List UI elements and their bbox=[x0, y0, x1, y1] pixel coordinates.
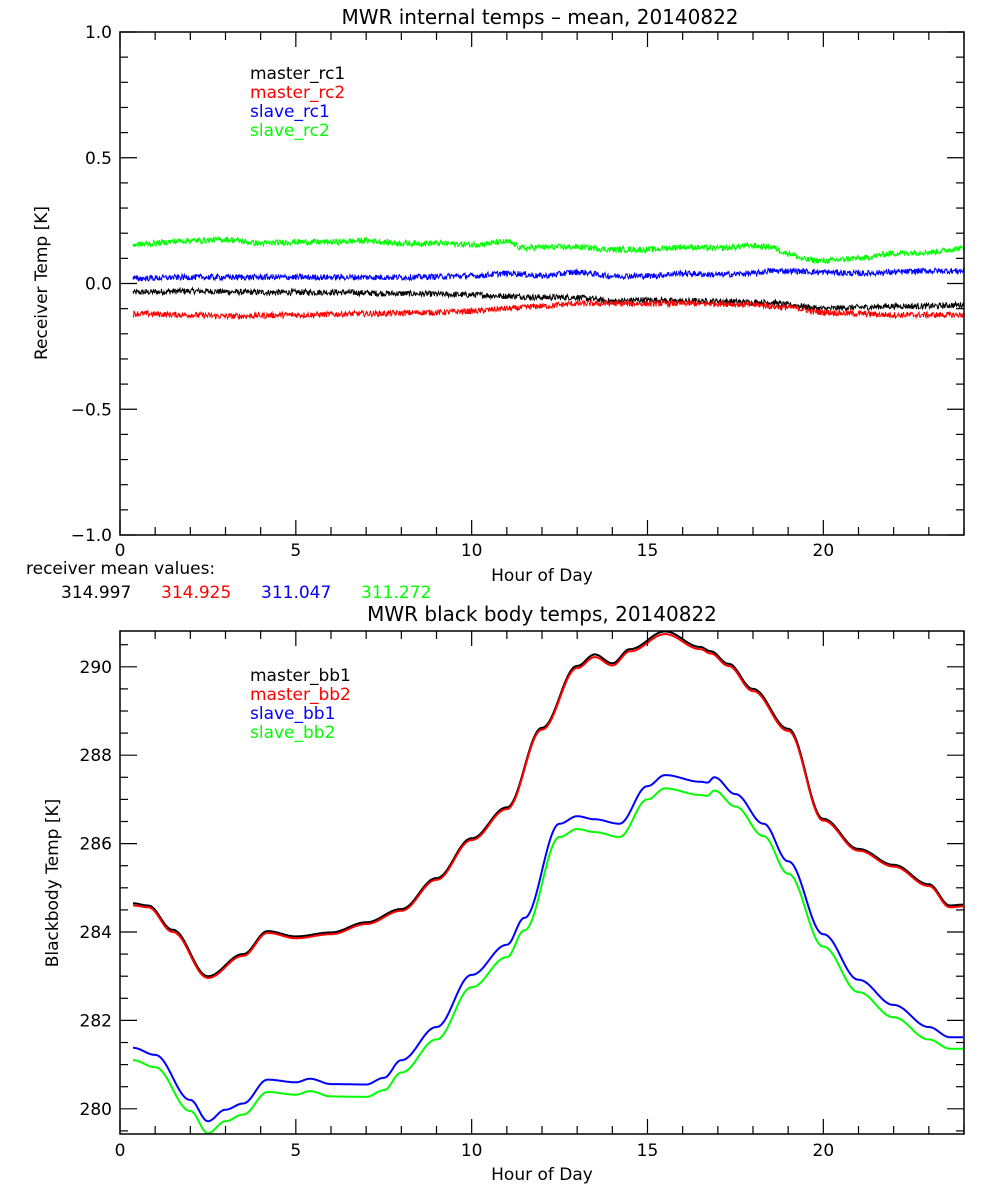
y-tick-label: −0.5 bbox=[71, 400, 112, 420]
series-line-master_rc1 bbox=[132, 286, 964, 313]
legend-entry-master_rc1: master_rc1 bbox=[250, 64, 345, 84]
x-tick-label: 0 bbox=[115, 541, 126, 561]
y-tick-label: 1.0 bbox=[85, 23, 112, 43]
y-tick-label: 0.0 bbox=[85, 275, 112, 295]
receiver-temp-chart: MWR internal temps – mean, 20140822 0 5 10… bbox=[26, 5, 965, 603]
y-axis-label: Blackbody Temp [K] bbox=[43, 799, 63, 968]
series-line-slave_bb1 bbox=[133, 774, 963, 1123]
x-axis-label: Hour of Day bbox=[491, 566, 593, 586]
series-line-slave_rc2 bbox=[132, 236, 964, 265]
mean-value: 314.997 bbox=[61, 583, 131, 603]
legend-entry-master_bb2: master_bb2 bbox=[250, 685, 351, 705]
series-line-master_rc2 bbox=[132, 298, 964, 321]
series-line-slave_rc1 bbox=[132, 266, 964, 282]
legend-entry-master_bb1: master_bb1 bbox=[250, 666, 351, 686]
y-tick-label: 290 bbox=[80, 658, 112, 678]
x-tick-label: 5 bbox=[290, 1141, 301, 1161]
annotation-label: receiver mean values: bbox=[26, 559, 215, 579]
x-tick-label: 10 bbox=[461, 1141, 483, 1161]
y-tick-labels: −1.0 −0.5 0.0 0.5 1.0 bbox=[71, 23, 112, 546]
y-tick-label: 286 bbox=[80, 835, 112, 855]
y-tick-label: 280 bbox=[80, 1100, 112, 1120]
plot-frame bbox=[119, 31, 965, 536]
x-tick-label: 15 bbox=[637, 541, 659, 561]
axis-ticks bbox=[119, 631, 965, 1134]
y-tick-labels: 280 282 284 286 288 290 bbox=[80, 658, 112, 1120]
series-group bbox=[133, 631, 963, 1134]
y-tick-label: 0.5 bbox=[85, 149, 112, 169]
legend-entry-slave_bb1: slave_bb1 bbox=[250, 704, 335, 724]
annotation-values: 314.997 314.925 311.047 311.272 bbox=[61, 583, 431, 603]
series-line-master_bb2 bbox=[133, 633, 963, 980]
mean-value: 311.047 bbox=[261, 583, 331, 603]
x-tick-label: 20 bbox=[813, 1141, 835, 1161]
legend-entry-slave_bb2: slave_bb2 bbox=[250, 723, 335, 743]
mean-value: 314.925 bbox=[161, 583, 231, 603]
legend-entry-slave_rc1: slave_rc1 bbox=[250, 102, 330, 122]
y-tick-label: 282 bbox=[80, 1011, 112, 1031]
x-tick-label: 20 bbox=[813, 541, 835, 561]
series-line-slave_bb2 bbox=[133, 787, 963, 1134]
chart-title: MWR internal temps – mean, 20140822 bbox=[341, 5, 738, 29]
y-tick-label: 284 bbox=[80, 923, 112, 943]
y-tick-label: 288 bbox=[80, 746, 112, 766]
x-tick-labels: 0 5 10 15 20 bbox=[115, 1141, 835, 1161]
legend-entry-master_rc2: master_rc2 bbox=[250, 83, 345, 103]
x-tick-label: 5 bbox=[290, 541, 301, 561]
x-tick-labels: 0 5 10 15 20 bbox=[115, 541, 835, 561]
x-tick-label: 10 bbox=[461, 541, 483, 561]
x-tick-label: 15 bbox=[637, 1141, 659, 1161]
y-axis-label: Receiver Temp [K] bbox=[32, 206, 52, 360]
axis-ticks bbox=[119, 31, 965, 536]
y-tick-label: −1.0 bbox=[71, 526, 112, 546]
x-tick-label: 0 bbox=[115, 1141, 126, 1161]
mean-value: 311.272 bbox=[361, 583, 431, 603]
chart-title: MWR black body temps, 20140822 bbox=[367, 602, 717, 626]
blackbody-temp-chart: MWR black body temps, 20140822 0 5 10 15 20 … bbox=[43, 602, 965, 1185]
series-group bbox=[132, 236, 964, 321]
legend-entry-slave_rc2: slave_rc2 bbox=[250, 121, 330, 141]
x-axis-label: Hour of Day bbox=[491, 1165, 593, 1185]
